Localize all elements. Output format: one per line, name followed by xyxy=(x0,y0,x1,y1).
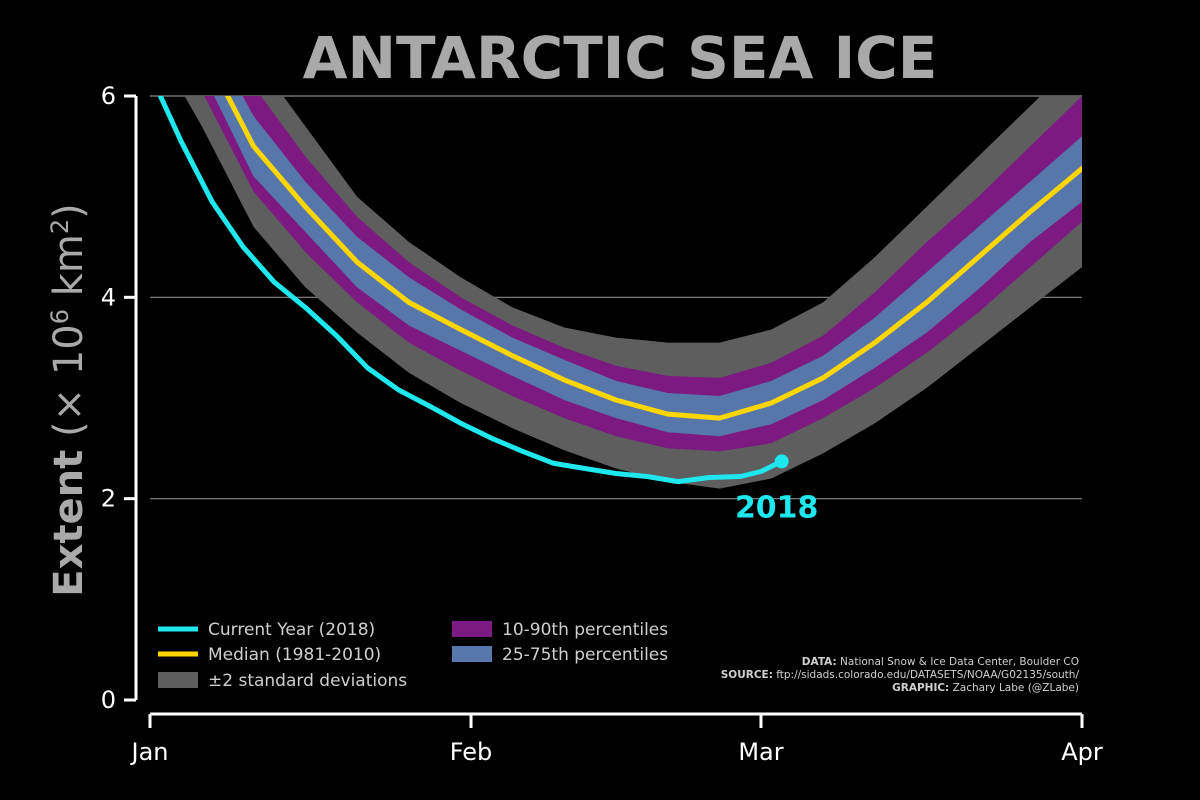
legend-swatch xyxy=(452,646,492,662)
y-axis-label: Extent (× 106 km2) xyxy=(46,203,92,596)
current-year-endpoint xyxy=(774,454,789,469)
y-tick-label: 4 xyxy=(101,283,116,311)
legend-label: 10-90th percentiles xyxy=(502,620,668,640)
y-axis-label-end: ) xyxy=(46,203,92,219)
credit-line: SOURCE: ftp://sidads.colorado.edu/DATASE… xyxy=(721,669,1080,681)
legend-item: ±2 standard deviations xyxy=(158,671,407,691)
x-tick-label: Feb xyxy=(450,738,493,766)
legend-item: 10-90th percentiles xyxy=(452,620,668,640)
x-tick-label: Mar xyxy=(738,738,783,766)
y-axis-label-exp1: 6 xyxy=(46,309,74,324)
x-tick-label: Jan xyxy=(130,738,169,766)
legend-label: Current Year (2018) xyxy=(208,620,375,640)
line-current-year-2018- xyxy=(157,96,785,485)
y-axis-label-main: Extent xyxy=(46,450,92,597)
legend-label: 25-75th percentiles xyxy=(502,645,668,665)
legend-item: 25-75th percentiles xyxy=(452,645,668,665)
legend: Current Year (2018) Median (1981-2010) ±2 … xyxy=(158,620,668,691)
legend-item: Current Year (2018) xyxy=(158,620,375,640)
y-axis-label-exp2: 2 xyxy=(46,219,74,234)
axes: 0 2 4 6 Jan Feb Mar Apr xyxy=(101,82,1103,766)
y-tick-label: 2 xyxy=(101,485,116,513)
legend-item: Median (1981-2010) xyxy=(158,645,381,665)
y-tick-label: 6 xyxy=(101,82,116,110)
line-median-1981-2010- xyxy=(224,96,1082,421)
x-tick-label: Apr xyxy=(1061,738,1103,766)
credits: DATA: National Snow & Ice Data Center, B… xyxy=(721,656,1080,694)
legend-swatch xyxy=(452,621,492,637)
annotation-2018: 2018 xyxy=(735,490,819,525)
y-tick-label: 0 xyxy=(101,686,116,714)
chart-title: ANTARCTIC SEA ICE xyxy=(303,24,938,92)
legend-swatch xyxy=(158,672,198,688)
y-axis-label-unit: (× 10 xyxy=(46,324,92,449)
legend-label: Median (1981-2010) xyxy=(208,645,381,665)
lines-layer xyxy=(157,96,1082,485)
legend-label: ±2 standard deviations xyxy=(208,671,407,691)
y-axis-label-mid: km xyxy=(46,234,92,309)
credit-line: DATA: National Snow & Ice Data Center, B… xyxy=(802,656,1079,668)
credit-line: GRAPHIC: Zachary Labe (@ZLabe) xyxy=(892,682,1079,694)
